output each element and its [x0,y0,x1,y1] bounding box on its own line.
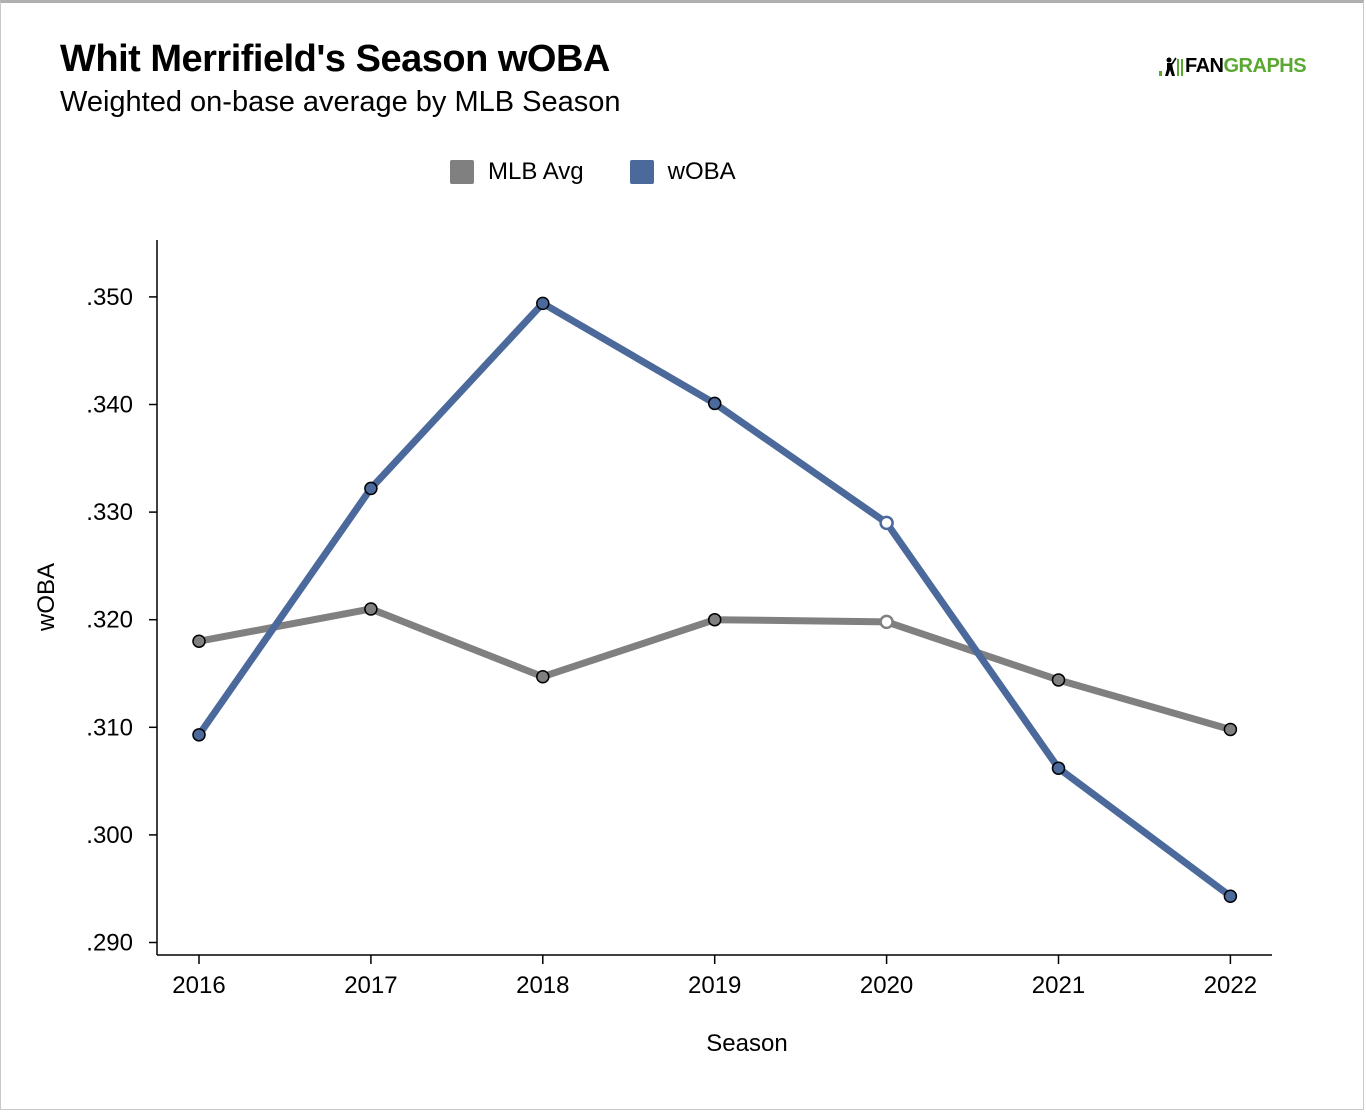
data-point-woba-2020[interactable] [879,515,894,531]
series-line-mlb-avg [195,605,1234,733]
data-point-mlb-avg-2019[interactable] [707,612,722,627]
data-point-woba-2017[interactable] [364,481,378,496]
x-tick-label: 2017 [344,972,397,999]
chart-title: Whit Merrifield's Season wOBA [60,38,610,80]
data-point-mlb-avg-2016[interactable] [192,634,206,648]
y-tick-label: .290 [86,930,133,957]
x-axis-title: Season [706,1030,787,1057]
chart-subtitle: Weighted on-base average by MLB Season [60,86,621,118]
data-point-mlb-avg-2017[interactable] [364,602,378,616]
legend-item-woba[interactable]: wOBA [629,158,736,186]
data-point-woba-2019[interactable] [707,396,722,411]
y-tick-label: .350 [86,284,133,311]
data-point-woba-2016[interactable] [192,728,206,742]
legend-swatch-mlb-avg [450,160,474,184]
y-tick-label: .310 [86,714,133,741]
y-tick-label: .300 [86,822,133,849]
x-tick-label: 2022 [1204,972,1257,999]
legend-item-mlb-avg[interactable]: MLB Avg [450,158,584,186]
legend-swatch-woba [629,160,654,184]
data-point-woba-2022[interactable] [1223,889,1238,903]
data-point-woba-2021[interactable] [1051,761,1066,775]
y-tick-label: .340 [86,392,133,419]
legend-label-woba: wOBA [667,158,736,185]
logo-text-graphs: GRAPHS [1223,55,1307,77]
legend-label-mlb-avg: MLB Avg [488,158,584,185]
x-tick-label: 2016 [172,972,225,999]
batter-icon [1159,57,1183,76]
fangraphs-logo: FAN GRAPHS [1158,55,1307,78]
y-axis-title: wOBA [33,563,60,632]
y-tick-label: .320 [86,607,133,634]
data-point-woba-2018[interactable] [536,296,550,311]
data-point-mlb-avg-2021[interactable] [1051,673,1066,687]
logo-text-fan: FAN [1185,55,1224,77]
x-tick-label: 2021 [1032,972,1085,999]
data-point-mlb-avg-2018[interactable] [536,669,550,684]
y-tick-label: .330 [86,499,133,526]
series-line-woba [195,299,1234,900]
data-point-mlb-avg-2020[interactable] [879,614,894,630]
x-tick-label: 2020 [860,972,913,999]
chart-legend: MLB Avg wOBA [450,158,782,186]
data-point-mlb-avg-2022[interactable] [1223,722,1238,737]
x-tick-label: 2018 [516,972,569,999]
x-tick-label: 2019 [688,972,741,999]
